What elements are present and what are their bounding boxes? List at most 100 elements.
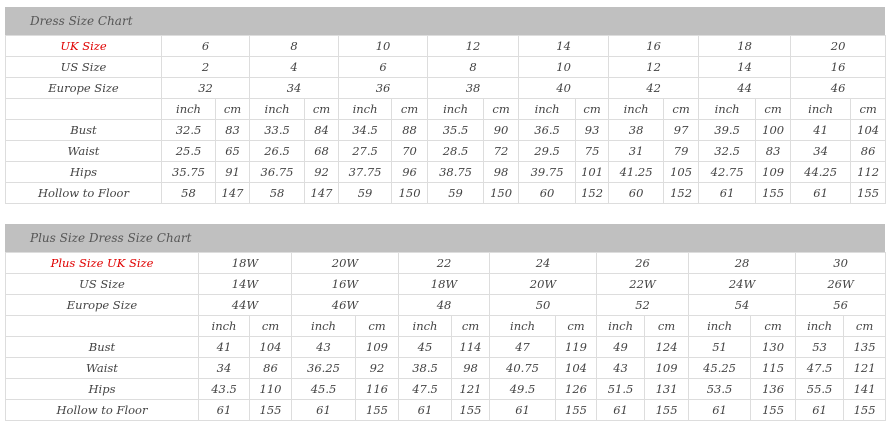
measure-cell: 38.75	[427, 161, 485, 183]
measure-cell: 61	[198, 399, 250, 421]
unit-cm: cm	[755, 98, 792, 120]
measure-cell: 68	[304, 140, 340, 162]
unit-cm: cm	[304, 98, 340, 120]
row-label: Plus Size UK Size	[5, 252, 199, 274]
size-cell: 12	[427, 35, 520, 57]
size-row: Plus Size UK Size 18W 20W 22 24 26 28 30	[5, 252, 887, 274]
size-cell: 12	[608, 56, 700, 78]
measure-row: Bust 32.5 83 33.5 84 34.5 88 35.5 90 36.5 93 38 97 39…	[5, 119, 887, 141]
measure-cell: 60	[518, 182, 577, 204]
row-label: US Size	[5, 56, 162, 78]
measure-cell: 65	[214, 140, 251, 162]
size-cell: 18W	[198, 252, 292, 274]
measure-cell: 124	[644, 336, 690, 358]
unit-inch: inch	[291, 315, 356, 337]
measure-cell: 61	[790, 182, 852, 204]
row-label: Hollow to Floor	[5, 399, 199, 421]
measure-cell: 119	[555, 336, 598, 358]
measure-cell: 150	[483, 182, 520, 204]
measure-cell: 92	[304, 161, 340, 183]
measure-cell: 135	[843, 336, 887, 358]
measure-cell: 27.5	[338, 140, 393, 162]
measure-cell: 155	[249, 399, 292, 421]
measure-cell: 110	[249, 378, 292, 400]
measure-cell: 131	[644, 378, 690, 400]
measure-cell: 43	[291, 336, 356, 358]
unit-inch: inch	[489, 315, 557, 337]
size-cell: 48	[397, 294, 491, 316]
measure-cell: 105	[663, 161, 700, 183]
unit-cm: cm	[663, 98, 700, 120]
measure-cell: 58	[249, 182, 306, 204]
measure-cell: 121	[843, 357, 887, 379]
size-cell: 4	[249, 56, 340, 78]
measure-cell: 39.75	[518, 161, 577, 183]
measure-cell: 61	[795, 399, 845, 421]
row-label: Europe Size	[5, 294, 199, 316]
measure-cell: 45.5	[291, 378, 356, 400]
size-cell: 10	[338, 35, 429, 57]
measure-row: Waist 25.5 65 26.5 68 27.5 70 28.5 72 29.5 75 31 79 3…	[5, 140, 887, 162]
size-cell: 6	[338, 56, 429, 78]
measure-row: Hips 43.5 110 45.5 116 47.5 121 49.5 126 51.5 131 5…	[5, 378, 887, 400]
measure-cell: 109	[755, 161, 792, 183]
measure-cell: 114	[450, 336, 491, 358]
measure-cell: 36.25	[291, 357, 356, 379]
measure-cell: 96	[391, 161, 429, 183]
measure-row: Hips 35.75 91 36.75 92 37.75 96 38.75 98 39.75 101…	[5, 161, 887, 183]
measure-cell: 42.75	[698, 161, 757, 183]
measure-cell: 112	[850, 161, 887, 183]
empty-cell	[5, 315, 199, 337]
unit-cm: cm	[391, 98, 429, 120]
measure-row: Waist 34 86 36.25 92 38.5 98 40.75 104 43 109 45.25…	[5, 357, 887, 379]
measure-cell: 31	[608, 140, 665, 162]
chart-title: Dress Size Chart	[5, 7, 885, 35]
measure-cell: 36.5	[518, 119, 577, 141]
unit-inch: inch	[688, 315, 752, 337]
unit-cm: cm	[249, 315, 292, 337]
measure-cell: 38.5	[398, 357, 452, 379]
size-cell: 46	[790, 77, 887, 99]
measure-cell: 98	[450, 357, 491, 379]
measure-cell: 32.5	[161, 119, 216, 141]
measure-cell: 70	[391, 140, 429, 162]
unit-cm: cm	[575, 98, 610, 120]
row-label: Bust	[5, 119, 162, 141]
chart-title: Plus Size Dress Size Chart	[5, 224, 885, 252]
measure-cell: 41.25	[608, 161, 665, 183]
measure-cell: 147	[214, 182, 251, 204]
measure-cell: 115	[750, 357, 797, 379]
measure-cell: 86	[249, 357, 292, 379]
measure-cell: 150	[391, 182, 429, 204]
measure-cell: 35.5	[427, 119, 485, 141]
measure-cell: 155	[755, 182, 792, 204]
dress-size-chart: Dress Size Chart UK Size 6 8 10 12 14 16 18 20 US…	[5, 7, 887, 204]
measure-cell: 59	[427, 182, 485, 204]
size-cell: 38	[427, 77, 520, 99]
size-cell: 56	[795, 294, 887, 316]
measure-cell: 93	[575, 119, 610, 141]
row-label: Waist	[5, 140, 162, 162]
measure-cell: 155	[555, 399, 598, 421]
measure-cell: 43	[596, 357, 646, 379]
size-cell: 46W	[291, 294, 399, 316]
measure-cell: 61	[489, 399, 557, 421]
measure-cell: 104	[249, 336, 292, 358]
measure-cell: 155	[850, 182, 887, 204]
measure-cell: 86	[850, 140, 887, 162]
unit-inch: inch	[795, 315, 845, 337]
measure-cell: 152	[575, 182, 610, 204]
measure-cell: 116	[355, 378, 399, 400]
size-cell: 26	[596, 252, 690, 274]
unit-inch: inch	[198, 315, 250, 337]
size-cell: 14	[518, 35, 610, 57]
measure-cell: 84	[304, 119, 340, 141]
row-label: Hips	[5, 161, 162, 183]
unit-inch: inch	[338, 98, 393, 120]
unit-inch: inch	[398, 315, 452, 337]
row-label: Bust	[5, 336, 199, 358]
measure-cell: 104	[555, 357, 598, 379]
measure-cell: 60	[608, 182, 665, 204]
measure-cell: 79	[663, 140, 700, 162]
measure-cell: 61	[698, 182, 757, 204]
